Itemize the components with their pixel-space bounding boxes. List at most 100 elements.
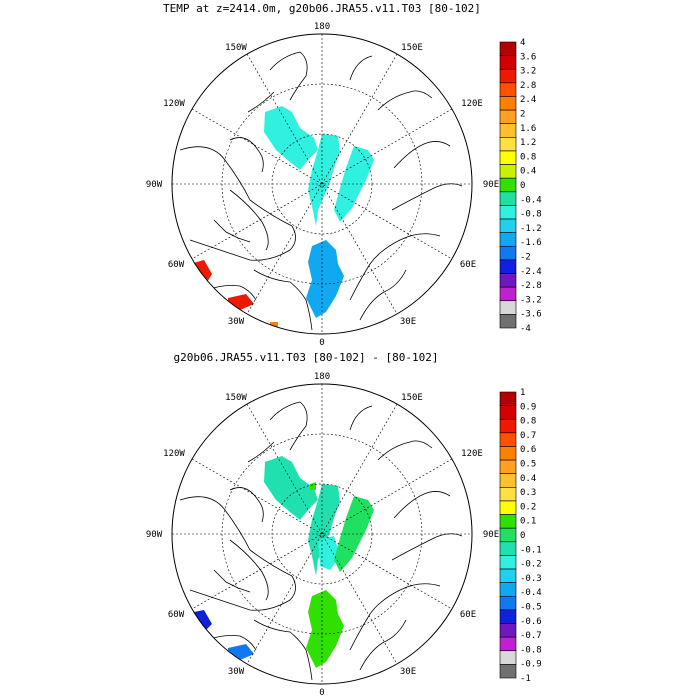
bottom-map-border (171, 383, 473, 685)
bottom-colorbar-swatch (499, 623, 517, 638)
bottom-lon-120w: 120W (163, 449, 185, 459)
top-colorbar-tick-label: 1.2 (520, 138, 536, 148)
bottom-colorbar-swatch (499, 391, 517, 406)
bottom-colorbar-swatch (499, 568, 517, 583)
top-lon-0: 0 (319, 338, 324, 348)
bottom-lon-90e: 90E (483, 530, 499, 540)
top-lon-60e: 60E (460, 260, 476, 270)
bottom-colorbar-swatch (499, 609, 517, 624)
bottom-colorbar-tick-label: 0.5 (520, 460, 536, 470)
top-coastlines (179, 51, 463, 331)
bottom-lon-30w: 30W (228, 667, 245, 677)
top-colorbar-tick-label: 3.6 (520, 52, 536, 62)
top-colorbar-swatch (499, 232, 517, 247)
bottom-colorbar-swatch (499, 650, 517, 665)
top-colorbar-swatch (499, 205, 517, 220)
top-colorbar-tick-label: 0.8 (520, 152, 536, 162)
bottom-colorbar-tick-label: -0.4 (520, 588, 542, 598)
top-colorbar-tick-label: -4 (520, 324, 531, 334)
bottom-colorbar-swatch (499, 459, 517, 475)
bottom-colorbar-tick-label: 0.8 (520, 417, 536, 427)
bottom-lon-30e: 30E (400, 667, 416, 677)
bottom-colorbar-swatch (499, 514, 517, 529)
top-colorbar-tick-label: -2.8 (520, 281, 542, 291)
bottom-field-green-b (306, 590, 344, 668)
bottom-colorbar-tick-label: 0.4 (520, 474, 536, 484)
bottom-colorbar-tick-label: -0.1 (520, 545, 542, 555)
top-colorbar-tick-label: -3.2 (520, 295, 542, 305)
bottom-lon-120e: 120E (461, 449, 483, 459)
top-lon-150e: 150E (401, 43, 423, 53)
top-lon-180: 180 (314, 22, 330, 32)
top-colorbar-swatch (499, 109, 517, 125)
top-lon-90w: 90W (146, 180, 163, 190)
top-lon-30w: 30W (228, 317, 245, 327)
top-panel-title: TEMP at z=2414.0m, g20b06.JRA55.v11.T03 … (163, 2, 481, 15)
bottom-colorbar-swatch (499, 664, 517, 679)
bottom-field-cyan-c (318, 536, 340, 570)
top-colorbar: 4 3.6 3.2 2.8 2.4 2 1.6 1.2 0.8 0.4 0 -0.4 -0.8 -1.2 -… (499, 38, 542, 334)
bottom-lon-0: 0 (319, 688, 324, 698)
bottom-colorbar-swatch (499, 418, 517, 434)
top-colorbar-tick-label: -2 (520, 253, 531, 263)
top-colorbar-swatch (499, 300, 517, 315)
bottom-field-teal-a (264, 456, 318, 520)
top-colorbar-swatch (499, 259, 517, 274)
top-colorbar-swatch (499, 123, 517, 138)
top-colorbar-swatch (499, 96, 517, 111)
bottom-colorbar-tick-label: -0.5 (520, 603, 542, 613)
bottom-graticule (172, 384, 472, 684)
bottom-field-blue-b (228, 644, 254, 660)
top-colorbar-swatch (499, 82, 517, 97)
top-colorbar-swatch (499, 55, 517, 70)
bottom-lon-180: 180 (314, 372, 330, 382)
bottom-colorbar-tick-label: -0.2 (520, 560, 542, 570)
top-colorbar-tick-label: 3.2 (520, 67, 536, 77)
top-colorbar-tick-label: -1.6 (520, 238, 542, 248)
bottom-colorbar-tick-label: 1 (520, 388, 525, 398)
bottom-colorbar-swatch (499, 541, 517, 556)
bottom-colorbar-tick-label: -1 (520, 674, 531, 684)
top-colorbar-swatch (499, 218, 517, 233)
top-colorbar-tick-label: 2.8 (520, 81, 536, 91)
bottom-panel: g20b06.JRA55.v11.T03 [80-102] - [80-102] (146, 351, 542, 698)
top-colorbar-tick-label: 2.4 (520, 95, 536, 105)
bottom-colorbar-swatch (499, 487, 517, 502)
bottom-colorbar-tick-label: 0.3 (520, 488, 536, 498)
top-field-red-b (228, 294, 254, 310)
bottom-colorbar-tick-label: -0.7 (520, 631, 542, 641)
top-colorbar-tick-label: 1.6 (520, 124, 536, 134)
bottom-colorbar-swatch (499, 582, 517, 597)
top-colorbar-tick-label: 0.4 (520, 167, 536, 177)
top-colorbar-swatch (499, 41, 517, 56)
top-map (172, 34, 472, 334)
bottom-colorbar-swatch (499, 500, 517, 515)
bottom-colorbar-swatch (499, 527, 517, 543)
top-lon-60w: 60W (168, 260, 185, 270)
bottom-field-blue-a (194, 610, 212, 632)
top-lon-120e: 120E (461, 99, 483, 109)
top-colorbar-tick-label: -0.8 (520, 210, 542, 220)
bottom-colorbar-swatch (499, 446, 517, 461)
top-colorbar-swatch (499, 177, 517, 193)
bottom-lon-labels: 180 150E 120E 90E 60E 30E 0 30W 60W 90W … (146, 372, 499, 698)
bottom-colorbar-tick-label: -0.3 (520, 574, 542, 584)
top-colorbar-tick-label: -1.2 (520, 224, 542, 234)
top-colorbar-swatch (499, 68, 517, 84)
bottom-lon-60w: 60W (168, 610, 185, 620)
bottom-colorbar-tick-label: -0.6 (520, 617, 542, 627)
bottom-colorbar-swatch (499, 636, 517, 652)
top-field-blue (306, 240, 344, 318)
bottom-panel-title: g20b06.JRA55.v11.T03 [80-102] - [80-102] (174, 351, 439, 364)
bottom-colorbar-tick-label: 0 (520, 531, 525, 541)
top-colorbar-swatch (499, 191, 517, 206)
top-colorbar-swatch (499, 245, 517, 261)
top-colorbar-tick-label: -0.4 (520, 195, 542, 205)
top-lon-90e: 90E (483, 180, 499, 190)
bottom-colorbar-tick-label: 0.1 (520, 517, 536, 527)
bottom-colorbar-tick-label: 0.2 (520, 502, 536, 512)
top-panel: TEMP at z=2414.0m, g20b06.JRA55.v11.T03 … (146, 2, 542, 348)
bottom-colorbar-swatch (499, 432, 517, 447)
top-colorbar-swatch (499, 164, 517, 179)
